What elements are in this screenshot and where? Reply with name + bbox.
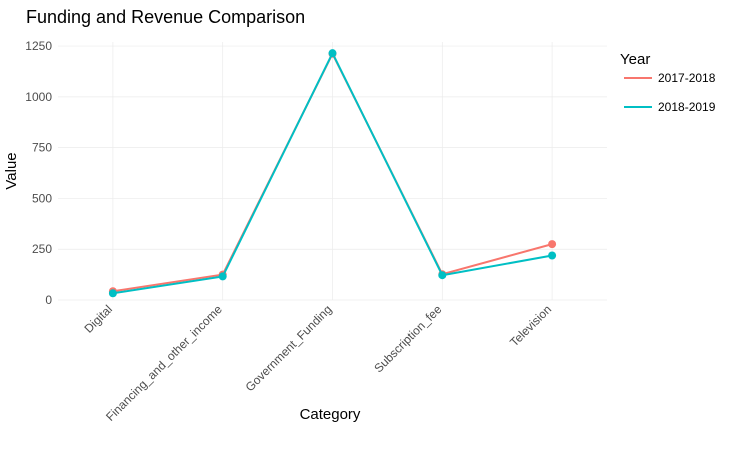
- data-point: [438, 271, 447, 280]
- x-tick-label: Subscription_fee: [371, 302, 444, 375]
- data-point: [548, 240, 557, 249]
- grid: [58, 42, 607, 301]
- x-tick-label: Financing_and_other_income: [103, 302, 225, 424]
- chart-title: Funding and Revenue Comparison: [26, 7, 305, 27]
- data-point: [328, 49, 337, 58]
- x-tick-label: Digital: [82, 302, 115, 335]
- x-tick-label: Government_Funding: [243, 302, 335, 394]
- legend-label: 2017-2018: [658, 71, 716, 85]
- legend: Year 2017-2018 2018-2019: [620, 51, 716, 114]
- series-group: [108, 49, 557, 298]
- x-axis-title: Category: [300, 406, 361, 423]
- legend-title: Year: [620, 51, 650, 68]
- y-tick-label: 0: [45, 293, 52, 307]
- data-point: [108, 289, 117, 298]
- y-tick-label: 250: [32, 242, 52, 256]
- y-tick-label: 750: [32, 141, 52, 155]
- legend-label: 2018-2019: [658, 100, 716, 114]
- y-axis-title: Value: [3, 152, 20, 189]
- y-axis-ticks: 0 250 500 750 1000 1250: [25, 39, 52, 307]
- x-tick-label: Television: [507, 302, 554, 349]
- y-tick-label: 500: [32, 191, 52, 205]
- y-tick-label: 1000: [25, 90, 52, 104]
- y-tick-label: 1250: [25, 39, 52, 53]
- data-point: [218, 272, 227, 281]
- data-point: [548, 251, 557, 260]
